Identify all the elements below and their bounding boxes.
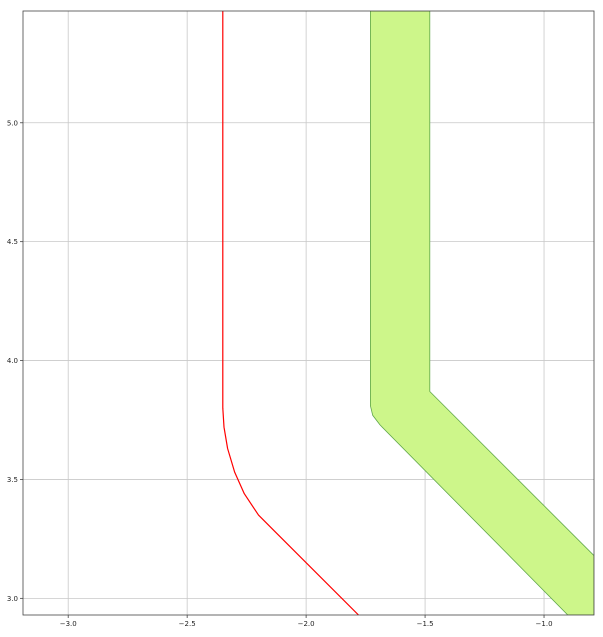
x-axis-ticks: −3.0 −2.5 −2.0 −1.5 −1.0 [60, 615, 553, 628]
y-tick-label: 5.0 [7, 119, 18, 127]
y-tick-label: 3.5 [7, 476, 18, 484]
green-band-area [369, 11, 594, 615]
y-tick-label: 3.0 [7, 595, 18, 603]
red-line-series [222, 11, 359, 615]
y-axis-ticks: 3.0 3.5 4.0 4.5 5.0 [7, 119, 23, 603]
x-tick-label: −1.0 [536, 620, 553, 628]
y-tick-label: 4.5 [7, 238, 18, 246]
x-tick-label: −1.5 [417, 620, 434, 628]
x-tick-label: −2.5 [179, 620, 196, 628]
x-tick-label: −2.0 [298, 620, 315, 628]
plot-frame [22, 10, 595, 616]
red-line-path [222, 11, 359, 615]
y-tick-label: 4.0 [7, 357, 18, 365]
green-band-polygon [369, 11, 594, 615]
x-tick-label: −3.0 [60, 620, 77, 628]
